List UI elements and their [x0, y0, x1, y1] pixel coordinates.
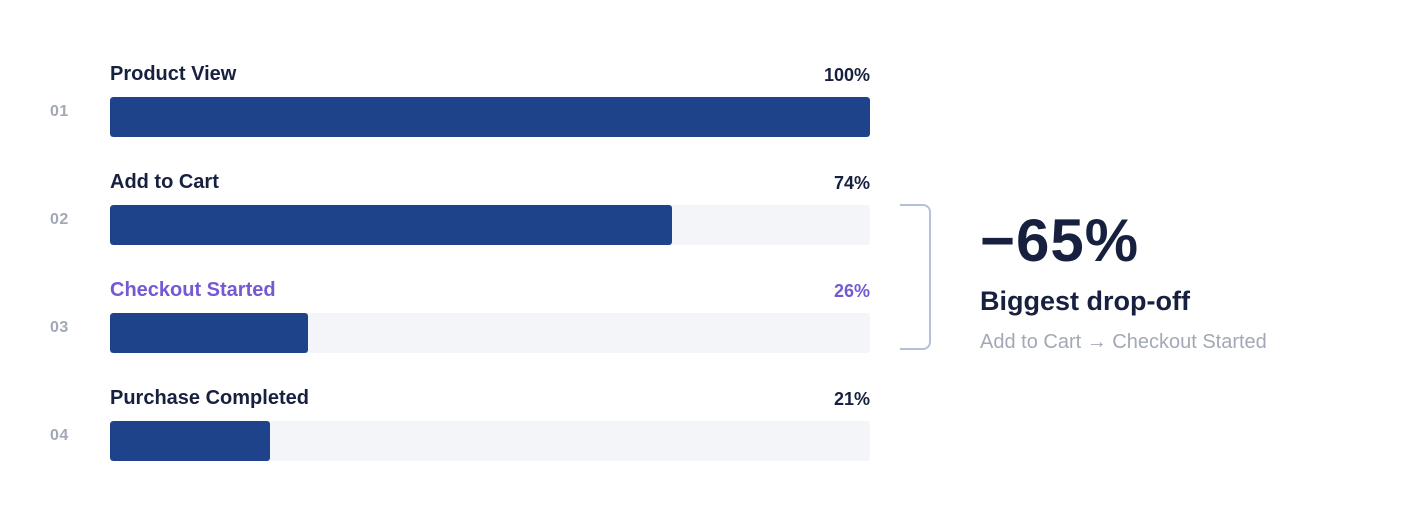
step-number: 04 — [50, 427, 69, 444]
drop-off-title: Biggest drop-off — [980, 286, 1190, 316]
bar-fill-purchase-completed — [110, 421, 270, 461]
step-percentage: 74% — [833, 173, 870, 193]
bar-fill-checkout-started — [110, 313, 308, 353]
step-percentage: 21% — [833, 389, 870, 409]
drop-off-detail: Add to Cart → Checkout Started — [980, 331, 1267, 353]
bar-track — [110, 313, 870, 353]
bar-track — [110, 421, 870, 461]
drop-off-bracket — [900, 204, 931, 350]
bar-track — [110, 97, 870, 137]
funnel-step-add-to-cart: 02 Add to Cart 74% — [0, 171, 900, 271]
bar-fill-add-to-cart — [110, 205, 673, 245]
step-number: 03 — [50, 319, 69, 336]
step-number: 02 — [50, 211, 69, 228]
step-number: 01 — [50, 103, 69, 120]
funnel-step-checkout-started: 03 Checkout Started 26% — [0, 279, 900, 379]
step-label: Add to Cart — [110, 171, 219, 193]
step-label: Checkout Started — [110, 279, 276, 301]
step-label: Purchase Completed — [110, 387, 309, 409]
step-percentage: 26% — [833, 281, 870, 301]
funnel-step-purchase-completed: 04 Purchase Completed 21% — [0, 387, 900, 487]
step-percentage: 100% — [823, 65, 870, 85]
drop-off-value: −65% — [980, 207, 1140, 274]
bar-track — [110, 205, 870, 245]
funnel-step-product-view: 01 Product View 100% — [0, 63, 900, 163]
step-label: Product View — [110, 63, 237, 85]
bar-fill-product-view — [110, 97, 870, 137]
